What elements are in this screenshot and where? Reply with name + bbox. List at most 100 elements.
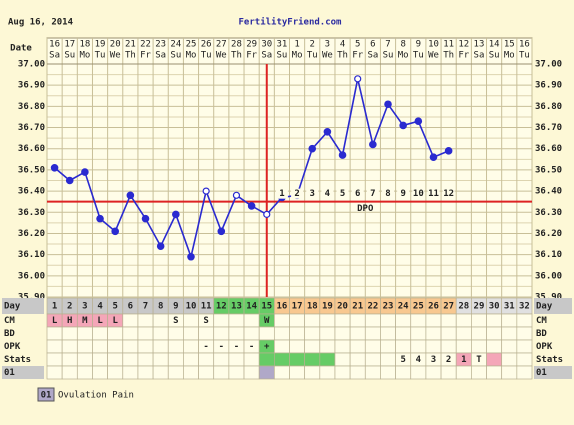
date-label: 9 <box>416 40 421 50</box>
row-cell <box>304 352 321 367</box>
row-cell-text: 27 <box>443 302 454 312</box>
row-cell <box>319 339 336 354</box>
date-label: 27 <box>216 40 227 50</box>
date-label: 5 <box>355 40 360 50</box>
row-cell-text: 18 <box>307 302 318 312</box>
row-cell <box>440 365 457 380</box>
row-cell <box>319 365 336 380</box>
weekday-label: Tu <box>519 51 530 61</box>
date-label: 29 <box>246 40 257 50</box>
row-label: 01 <box>4 368 15 378</box>
row-cell <box>289 365 306 380</box>
weekday-label: Mo <box>186 51 197 61</box>
weekday-label: Sa <box>261 51 272 61</box>
date-label: 3 <box>325 40 330 50</box>
weekday-label: Fr <box>458 51 469 61</box>
weekday-label: Sa <box>49 51 60 61</box>
temperature-point <box>384 100 392 109</box>
temperature-point <box>399 121 407 130</box>
row-label: BD <box>4 329 15 339</box>
weekday-label: Tu <box>413 51 424 61</box>
temperature-point-open <box>232 191 241 199</box>
row-cell-text: W <box>264 316 270 326</box>
dpo-label: 12 <box>443 189 454 199</box>
row-cell <box>471 365 487 380</box>
date-label: 24 <box>170 40 181 50</box>
y-tick-label-right: 36.60 <box>535 144 562 154</box>
row-cell <box>213 313 230 328</box>
legend-code: 01 <box>41 391 52 401</box>
row-cell-text: 29 <box>474 302 485 312</box>
date-label: 10 <box>428 40 439 50</box>
row-cell-text: L <box>97 316 103 326</box>
y-tick-label: 36.40 <box>18 187 45 197</box>
row-cell <box>334 313 351 328</box>
row-cell <box>364 352 381 367</box>
y-tick-label-right: 36.20 <box>535 229 562 239</box>
row-cell <box>486 326 503 341</box>
dpo-box <box>427 188 440 199</box>
date-label: 14 <box>489 40 500 50</box>
dpo-box <box>442 188 455 199</box>
row-cell <box>46 365 63 380</box>
weekday-label: Mo <box>79 51 90 61</box>
date-label: 17 <box>64 40 75 50</box>
weekday-label: Su <box>277 51 288 61</box>
temperature-point <box>338 151 347 159</box>
row-cell <box>46 339 63 354</box>
row-cell-text: 2 <box>446 355 451 365</box>
date-label: 23 <box>155 40 166 50</box>
row-cell <box>486 313 503 328</box>
row-cell-text: 5 <box>400 355 405 365</box>
row-cell <box>410 326 427 341</box>
row-cell <box>61 365 78 380</box>
row-label-right: Stats <box>536 355 563 365</box>
row-cell <box>122 313 139 328</box>
row-cell <box>289 352 306 367</box>
y-tick-label: 36.70 <box>18 123 45 133</box>
row-cell <box>92 365 108 380</box>
row-cell <box>395 365 412 380</box>
row-cell <box>152 352 169 367</box>
weekday-label: Th <box>231 51 242 61</box>
row-cell <box>364 313 381 328</box>
weekday-label: Su <box>64 51 75 61</box>
row-cell-text: 23 <box>383 302 394 312</box>
temperature-point-open <box>354 75 362 83</box>
dpo-box <box>351 188 364 199</box>
row-cell <box>380 339 396 354</box>
row-cell-text: T <box>476 355 482 365</box>
row-label-box-right <box>534 298 572 314</box>
row-cell <box>183 326 199 341</box>
row-label-right: OPK <box>536 342 553 352</box>
row-cell-text: H <box>67 316 72 326</box>
row-cell <box>198 352 215 367</box>
dpo-box <box>291 188 304 199</box>
row-cell-text: S <box>173 316 178 326</box>
row-label: Day <box>4 302 21 312</box>
row-cell <box>486 339 503 354</box>
y-tick-label-right: 36.10 <box>535 250 562 260</box>
row-cell <box>516 339 533 354</box>
row-cell-text: 19 <box>322 302 333 312</box>
row-cell-text: 17 <box>292 302 303 312</box>
row-cell <box>167 339 184 354</box>
row-cell <box>122 365 139 380</box>
row-cell <box>364 326 381 341</box>
row-cell <box>137 313 154 328</box>
weekday-label: We <box>428 51 439 61</box>
y-tick-label: 36.80 <box>18 102 45 112</box>
temperature-point <box>323 127 332 136</box>
row-cell-text: - <box>203 342 208 352</box>
date-label: 16 <box>519 40 530 50</box>
row-cell <box>334 365 351 380</box>
weekday-label: Sa <box>155 51 166 61</box>
date-label: 21 <box>125 40 136 50</box>
weekday-label: Su <box>383 51 394 61</box>
row-cell <box>516 365 533 380</box>
dpo-title: DPO <box>357 204 374 214</box>
row-cell <box>137 326 154 341</box>
row-cell <box>122 352 139 367</box>
y-tick-label-right: 36.00 <box>535 271 562 281</box>
date-label: 1 <box>294 40 299 50</box>
